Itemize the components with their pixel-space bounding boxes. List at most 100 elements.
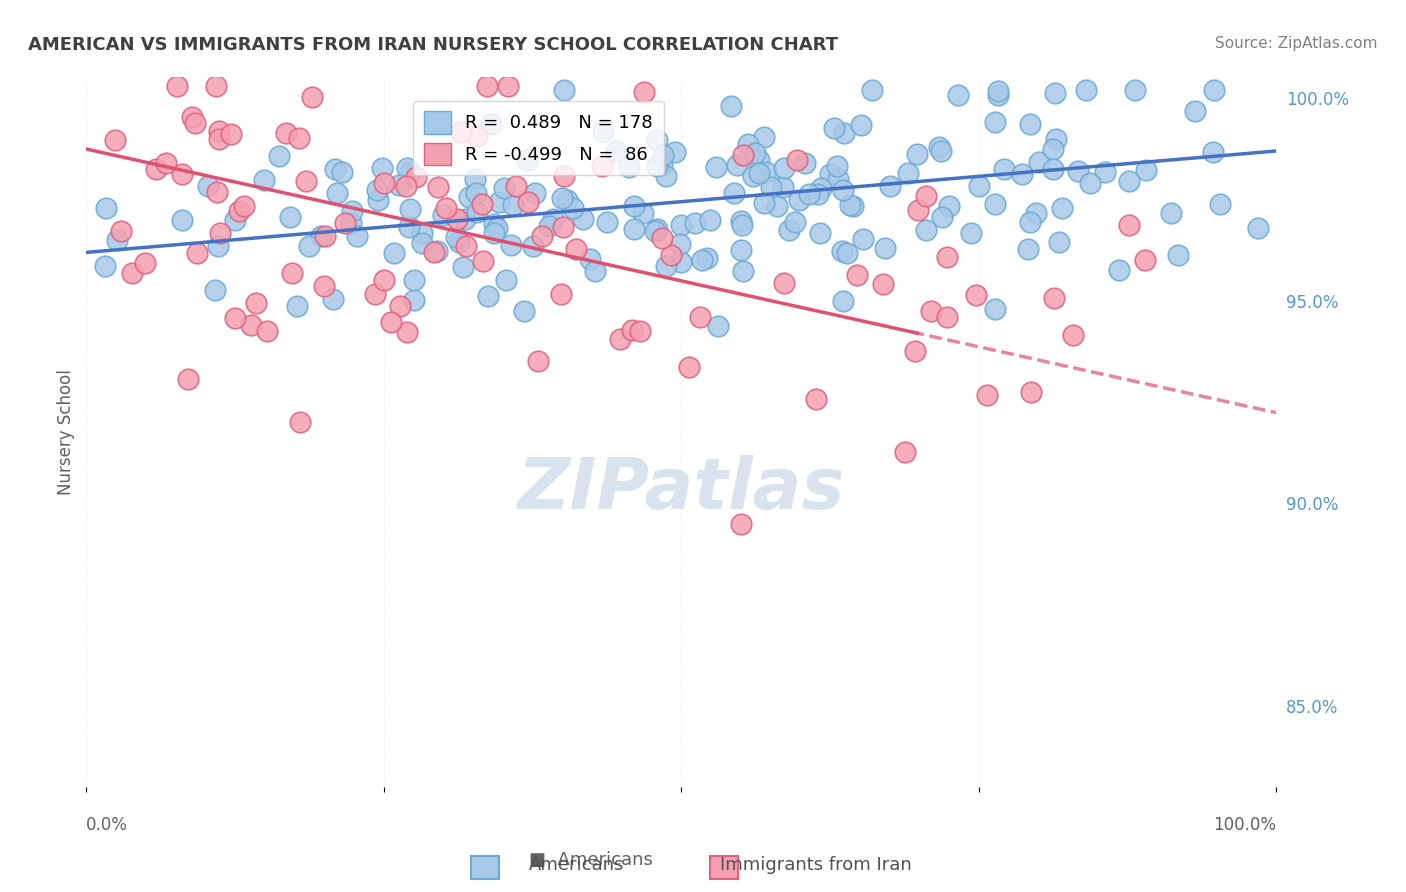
Point [481, 117, 503, 131]
Point [651, 147, 673, 161]
Point [207, 238, 229, 252]
Point [278, 210, 301, 224]
Point [186, 246, 208, 260]
Point [488, 194, 510, 209]
Point [845, 268, 868, 282]
Point [773, 276, 796, 290]
Point [550, 287, 572, 301]
Point [298, 239, 321, 253]
Point [121, 266, 143, 280]
Point [209, 226, 232, 240]
Point [256, 324, 278, 338]
Point [772, 161, 794, 175]
Point [754, 130, 776, 145]
Point [748, 153, 770, 167]
Point [741, 169, 763, 183]
Point [1108, 263, 1130, 277]
Point [524, 186, 547, 201]
Point [669, 218, 692, 232]
Point [285, 299, 308, 313]
Point [654, 169, 676, 184]
Point [177, 372, 200, 386]
Point [623, 199, 645, 213]
Point [1247, 221, 1270, 235]
Point [960, 227, 983, 241]
Point [451, 260, 474, 274]
Point [1025, 206, 1047, 220]
Point [907, 147, 929, 161]
Point [464, 171, 486, 186]
Point [984, 301, 1007, 316]
Point [631, 206, 654, 220]
Point [644, 224, 666, 238]
Point [1028, 155, 1050, 169]
Point [208, 123, 231, 137]
Point [1067, 164, 1090, 178]
Point [1019, 214, 1042, 228]
Point [411, 226, 433, 240]
Point [928, 140, 950, 154]
Point [849, 118, 872, 132]
Point [464, 186, 486, 201]
Point [267, 149, 290, 163]
Point [772, 179, 794, 194]
Point [340, 216, 363, 230]
Point [432, 208, 454, 222]
Point [827, 172, 849, 186]
Point [402, 272, 425, 286]
Point [228, 203, 250, 218]
Point [516, 153, 538, 167]
Point [389, 299, 412, 313]
Point [495, 272, 517, 286]
Point [651, 231, 673, 245]
Point [494, 181, 516, 195]
Point [696, 252, 718, 266]
Point [155, 156, 177, 170]
Point [935, 250, 957, 264]
Point [239, 318, 262, 333]
Point [527, 354, 550, 368]
Point [986, 84, 1008, 98]
Point [1133, 253, 1156, 268]
Point [224, 310, 246, 325]
Point [1167, 248, 1189, 262]
Point [852, 232, 875, 246]
Point [208, 132, 231, 146]
Point [842, 199, 865, 213]
Point [205, 78, 228, 93]
Point [502, 198, 524, 212]
Point [1118, 219, 1140, 233]
Text: Immigrants from Iran: Immigrants from Iran [720, 855, 911, 873]
Point [761, 180, 783, 194]
Point [475, 78, 498, 93]
Point [94, 201, 117, 215]
Text: Americans: Americans [529, 855, 624, 873]
Point [1184, 103, 1206, 118]
Point [458, 189, 481, 203]
Point [832, 293, 855, 308]
Point [541, 212, 564, 227]
Point [630, 324, 652, 338]
Point [380, 315, 402, 329]
Point [301, 90, 323, 104]
Point [879, 179, 901, 194]
Point [823, 120, 845, 135]
Point [704, 160, 727, 174]
Point [207, 185, 229, 199]
Point [94, 260, 117, 274]
Point [664, 145, 686, 160]
Point [752, 195, 775, 210]
Point [505, 179, 527, 194]
Point [778, 222, 800, 236]
Point [395, 325, 418, 339]
Point [737, 136, 759, 151]
Point [453, 211, 475, 226]
Y-axis label: Nursery School: Nursery School [58, 369, 75, 495]
Point [904, 343, 927, 358]
Point [669, 237, 692, 252]
Point [755, 164, 778, 178]
Point [655, 259, 678, 273]
Point [669, 255, 692, 269]
Point [720, 99, 742, 113]
Point [1074, 82, 1097, 96]
